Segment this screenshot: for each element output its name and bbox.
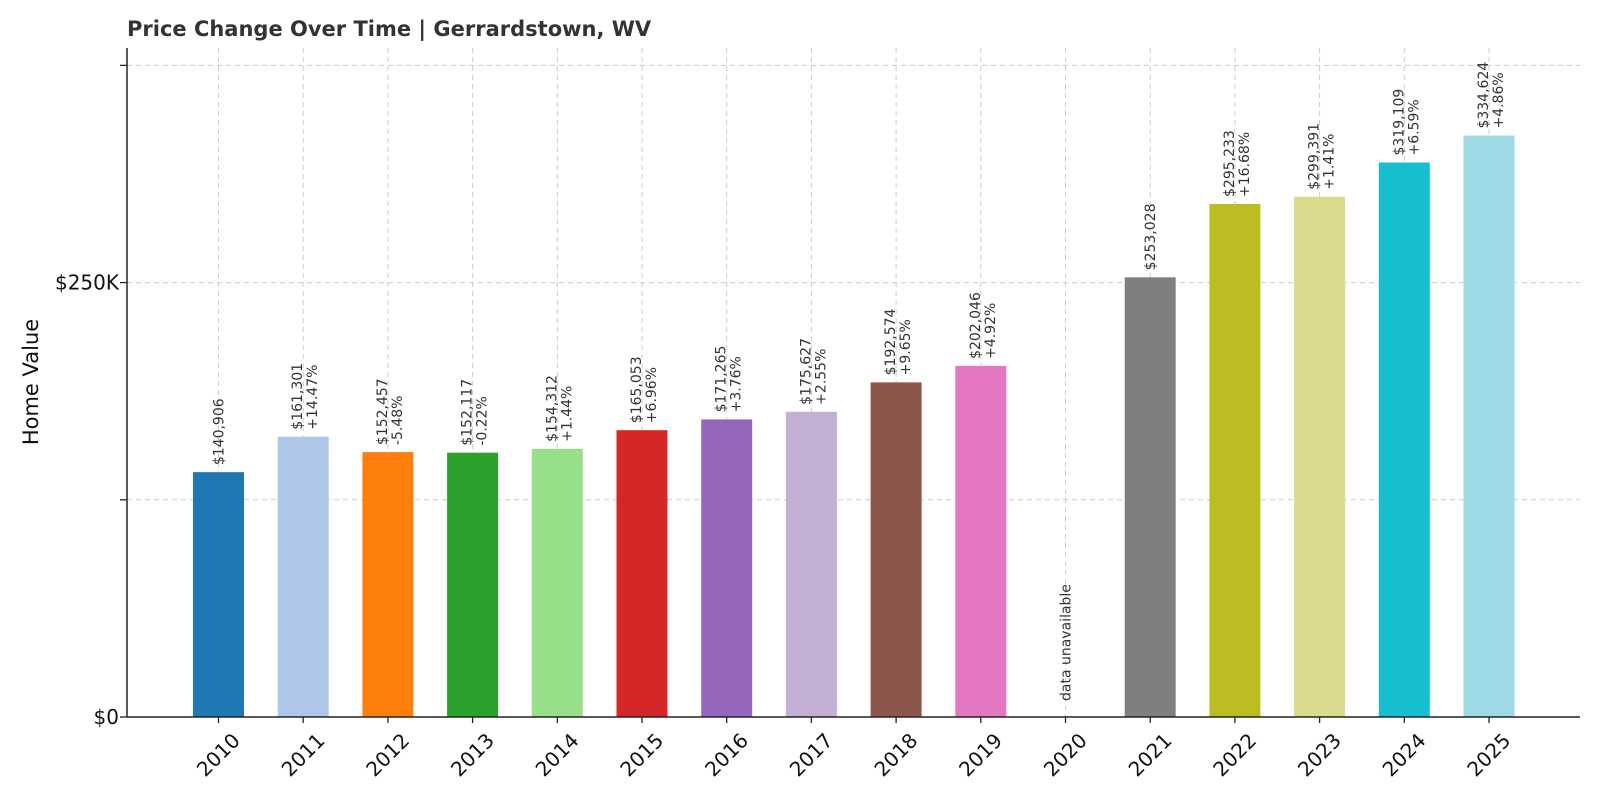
change-label: +6.59% — [1406, 99, 1422, 155]
grid-lines — [127, 48, 1580, 717]
value-label: $295,233 — [1222, 130, 1238, 197]
y-axis-label: Home Value — [19, 319, 43, 445]
change-label: +3.76% — [729, 356, 745, 412]
chart-title: Price Change Over Time | Gerrardstown, W… — [127, 17, 652, 42]
change-label: -5.48% — [390, 396, 406, 446]
x-tick-label-2019: 2019 — [954, 728, 1007, 781]
bar-2018 — [870, 382, 922, 717]
change-label: +4.92% — [983, 303, 999, 359]
x-tick-label-2010: 2010 — [192, 728, 245, 781]
bar-2015 — [616, 430, 668, 717]
bar-2014 — [531, 448, 583, 717]
change-label: +16.68% — [1237, 132, 1253, 197]
x-tick-label-2025: 2025 — [1462, 728, 1515, 781]
value-label: $154,312 — [544, 375, 560, 442]
bar-2011 — [277, 436, 329, 717]
bar-2017 — [785, 411, 837, 717]
change-label: -0.22% — [475, 396, 491, 446]
value-label: $192,574 — [883, 308, 899, 375]
bar-2013 — [447, 452, 499, 717]
value-label: $161,301 — [290, 363, 306, 430]
bars — [193, 135, 1515, 718]
bar-2019 — [955, 365, 1007, 717]
x-tick-label-2018: 2018 — [869, 728, 922, 781]
change-label: +6.96% — [644, 367, 660, 423]
x-tick-label-2024: 2024 — [1378, 728, 1431, 781]
x-tick-label-2021: 2021 — [1124, 728, 1177, 781]
bar-2012 — [362, 452, 414, 717]
x-tick-label-2012: 2012 — [361, 728, 414, 781]
x-tick-label-2022: 2022 — [1208, 728, 1261, 781]
value-label: $152,457 — [375, 378, 391, 445]
x-tick-label-2011: 2011 — [277, 728, 330, 781]
value-label: $171,265 — [714, 346, 730, 413]
y-tick-label: $0 — [94, 705, 119, 729]
missing-data-label: data unavailable — [1059, 584, 1075, 701]
change-label: +1.41% — [1322, 134, 1338, 190]
x-tick-label-2016: 2016 — [700, 728, 753, 781]
x-tick-label-2017: 2017 — [785, 728, 838, 781]
data-labels: $140,906 $161,301 +14.47% $152,457 -5.48% $15… — [212, 62, 1508, 701]
value-label: $152,117 — [460, 379, 476, 446]
x-tick-label-2015: 2015 — [615, 728, 668, 781]
bar-2024 — [1378, 162, 1430, 717]
bar-2021 — [1124, 277, 1176, 717]
bar-2023 — [1294, 196, 1346, 718]
change-label: +2.55% — [813, 349, 829, 405]
value-label: $253,028 — [1143, 204, 1159, 271]
bar-2016 — [701, 419, 753, 717]
bar-2010 — [193, 472, 244, 717]
value-label: $175,627 — [798, 338, 814, 405]
bar-2025 — [1463, 135, 1515, 717]
x-tick-label-2023: 2023 — [1293, 728, 1346, 781]
x-tick-label-2020: 2020 — [1039, 728, 1092, 781]
value-label: $165,053 — [629, 356, 645, 423]
x-tick-label-2013: 2013 — [446, 728, 499, 781]
change-label: +9.65% — [898, 319, 914, 375]
value-label: $299,391 — [1307, 123, 1323, 190]
value-label: $202,046 — [968, 292, 984, 359]
bar-2022 — [1209, 203, 1261, 717]
value-label: $319,109 — [1391, 89, 1407, 156]
x-tick-label-2014: 2014 — [531, 728, 584, 781]
change-label: +4.86% — [1491, 72, 1507, 128]
change-label: +1.44% — [559, 386, 575, 442]
value-label: $334,624 — [1476, 62, 1492, 129]
value-label: $140,906 — [212, 398, 228, 465]
y-tick-label: $250K — [55, 271, 120, 295]
axes — [120, 48, 1580, 723]
change-label: +14.47% — [305, 365, 321, 430]
